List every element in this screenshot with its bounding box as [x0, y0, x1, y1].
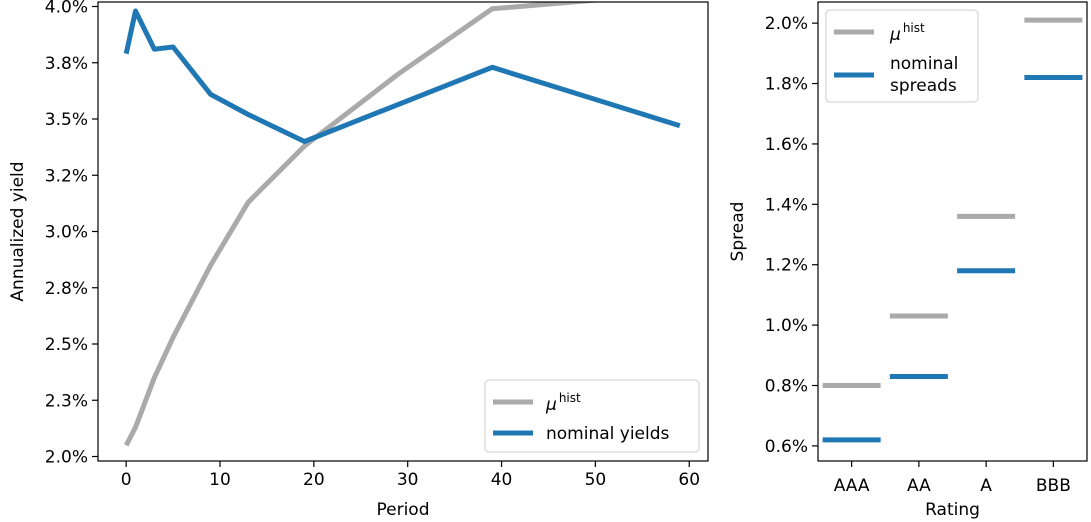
x-tick-label: 0	[121, 470, 132, 490]
x-tick-label: 30	[397, 470, 419, 490]
x-tick-label: 60	[678, 470, 700, 490]
legend-label-mu-hist-right: μ hist	[889, 21, 925, 45]
y-tick-label: 3.8%	[45, 54, 88, 74]
y-tick-label: 3.5%	[45, 110, 88, 130]
x-tick-label: 50	[585, 470, 607, 490]
y-tick-label-right: 1.4%	[765, 195, 808, 215]
y-tick-label-right: 0.8%	[765, 377, 808, 397]
x-tick-label-right: A	[980, 476, 992, 496]
spread-panel: AAA AA A BBB0.6%0.8%1.0%1.2%1.4%1.6%1.8%2.0…	[728, 1, 1088, 520]
yield-curve-panel: 0 10 20 30 40 50 60 2.0% 2.3% 2.5% 2.8% 3.0% 3.2% 3.5…	[8, 0, 709, 520]
y-tick-label-right: 1.0%	[765, 316, 808, 336]
y-tick-label: 4.0%	[45, 0, 88, 18]
legend: μ hist nominal yields	[484, 379, 700, 453]
x-tick-label: 40	[491, 470, 513, 490]
y-tick-label: 3.0%	[45, 223, 88, 243]
y-axis-label: Annualized yield	[8, 161, 28, 301]
y-tick-label-right: 1.2%	[765, 256, 808, 276]
y-axis-label-right: Spread	[728, 202, 748, 262]
y-tick-label-right: 1.8%	[765, 75, 808, 95]
x-tick-label-right: AAA	[834, 476, 870, 496]
y-tick-label-right: 2.0%	[765, 14, 808, 34]
legend-mu-symbol: μ	[545, 395, 557, 415]
y-tick-label: 3.2%	[45, 166, 88, 186]
y-tick-label-right: 1.6%	[765, 135, 808, 155]
legend-label-nominal-line1: nominal	[890, 54, 958, 74]
series-line-nominal-yields	[123, 8, 681, 144]
legend-box	[484, 379, 700, 453]
series-line-mu-hist	[123, 2, 603, 447]
legend-mu-symbol-right: μ	[889, 25, 901, 45]
y-tick-label: 2.8%	[45, 279, 88, 299]
x-tick-label: 10	[209, 470, 231, 490]
legend-label-nominal-line2: spreads	[890, 76, 957, 96]
y-tick-label: 2.3%	[45, 391, 88, 411]
legend-label-nominal-yields: nominal yields	[546, 424, 670, 444]
y-tick-label: 2.5%	[45, 335, 88, 355]
y-tick-label-right: 0.6%	[765, 437, 808, 457]
legend-mu-superscript: hist	[559, 391, 581, 405]
plot-frame-right	[817, 1, 1088, 462]
legend-label-mu-hist: μ hist	[545, 391, 581, 415]
x-tick-label: 20	[303, 470, 325, 490]
y-tick-label: 2.0%	[45, 448, 88, 468]
x-tick-label-right: AA	[907, 476, 931, 496]
x-axis-label-right: Rating	[925, 500, 980, 520]
x-tick-label-right: BBB	[1036, 476, 1071, 496]
legend-mu-superscript-right: hist	[903, 21, 925, 35]
x-axis-label: Period	[376, 500, 429, 520]
